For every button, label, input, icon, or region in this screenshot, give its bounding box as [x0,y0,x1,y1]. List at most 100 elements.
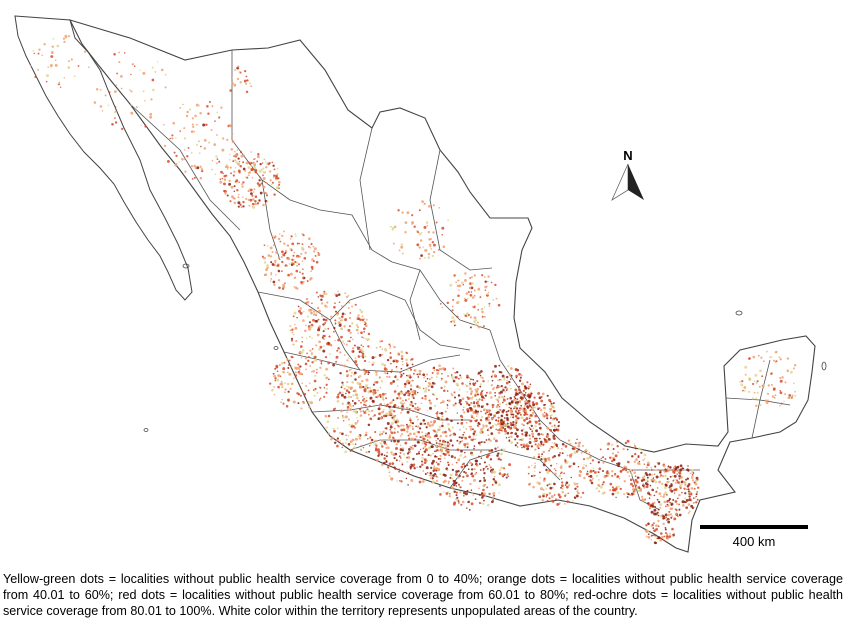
locality-dot [451,463,454,466]
locality-dot [462,433,465,436]
locality-dot [357,326,359,329]
locality-dot [488,464,491,466]
locality-dot [509,409,513,412]
locality-dot [645,524,648,527]
locality-dot [299,365,302,368]
locality-dot [341,312,345,316]
locality-dot [508,436,510,439]
locality-dot [368,413,370,416]
locality-dot [491,403,495,407]
locality-dot [275,365,279,369]
locality-dot [277,186,280,189]
locality-dot [521,437,525,441]
locality-dot [534,420,538,424]
locality-dot [541,498,544,502]
locality-dot [448,454,451,457]
locality-dot [476,379,479,383]
locality-dot [383,457,386,460]
locality-dot [319,294,322,297]
locality-dot [277,237,281,241]
locality-dot [295,269,299,273]
locality-dot [691,469,694,473]
locality-dot [272,280,276,284]
locality-dot [294,371,297,374]
locality-dot [398,395,401,397]
locality-dot [234,159,237,162]
locality-dot [362,446,365,449]
locality-dot [345,434,347,437]
locality-dot [686,488,688,491]
locality-dot [438,412,441,415]
locality-dot [337,338,341,342]
locality-dot [671,515,673,517]
locality-dot [415,453,418,455]
locality-dot [409,368,413,371]
locality-dot [456,496,459,499]
locality-dot [281,386,284,389]
locality-dot [271,251,274,254]
locality-dot [316,333,320,337]
locality-dot [386,446,390,450]
locality-dot [433,404,437,408]
locality-dot [537,453,541,456]
locality-dot [432,367,434,370]
locality-dot [315,291,318,294]
locality-dot [597,484,600,487]
locality-dot [487,280,489,283]
locality-dot [779,390,781,392]
locality-dot [655,475,659,479]
locality-dot [602,461,605,464]
locality-dot [462,442,465,445]
locality-dot [518,379,522,382]
locality-dot [447,463,450,467]
locality-dot [341,446,344,449]
locality-dot [494,481,498,484]
locality-dot [486,465,488,468]
locality-dot [543,411,546,414]
locality-dot [380,453,384,456]
locality-dot [446,374,450,378]
locality-dot [744,365,748,369]
locality-dot [290,355,294,359]
locality-dot [421,435,424,438]
locality-dot [487,453,491,457]
locality-dot [314,355,317,359]
locality-dot [364,373,366,375]
locality-dot [401,211,404,214]
locality-dot [381,340,383,343]
locality-dot [252,162,255,165]
locality-dot [689,472,692,475]
locality-dot [346,411,348,413]
locality-dot [418,209,421,212]
locality-dot [383,454,386,457]
locality-dot [356,421,359,424]
locality-dot [673,474,677,478]
locality-dot [439,458,442,460]
locality-dot [365,410,367,412]
locality-dot [433,435,437,438]
locality-dot [490,449,494,452]
locality-dot [182,103,184,106]
locality-dot [516,428,519,432]
locality-dot [139,69,141,71]
locality-dot [353,446,356,449]
locality-dot [424,422,427,425]
locality-dot [398,460,401,462]
locality-dot [497,379,499,382]
locality-dot [485,391,488,394]
locality-dot [676,470,679,472]
locality-dot [280,380,283,383]
locality-dot [195,143,198,146]
locality-dot [588,475,590,478]
locality-dot [473,320,477,324]
locality-dot [428,238,431,241]
locality-dot [410,400,413,403]
locality-dot [412,428,414,430]
locality-dot [463,406,465,409]
locality-dot [386,451,389,454]
locality-dot [490,469,493,471]
locality-dot [756,391,759,394]
locality-dot [286,382,290,386]
locality-dot [655,524,658,527]
locality-dot [666,494,668,496]
